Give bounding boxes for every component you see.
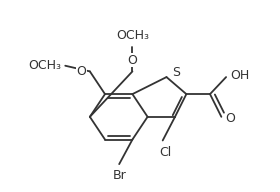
Text: S: S (172, 66, 180, 79)
Text: O: O (225, 112, 235, 125)
Text: O: O (127, 54, 137, 67)
Text: OCH₃: OCH₃ (116, 29, 149, 42)
Text: OCH₃: OCH₃ (29, 59, 62, 72)
Text: OH: OH (230, 69, 249, 82)
Text: Br: Br (112, 169, 126, 182)
Text: O: O (76, 65, 86, 78)
Text: Cl: Cl (159, 146, 172, 159)
